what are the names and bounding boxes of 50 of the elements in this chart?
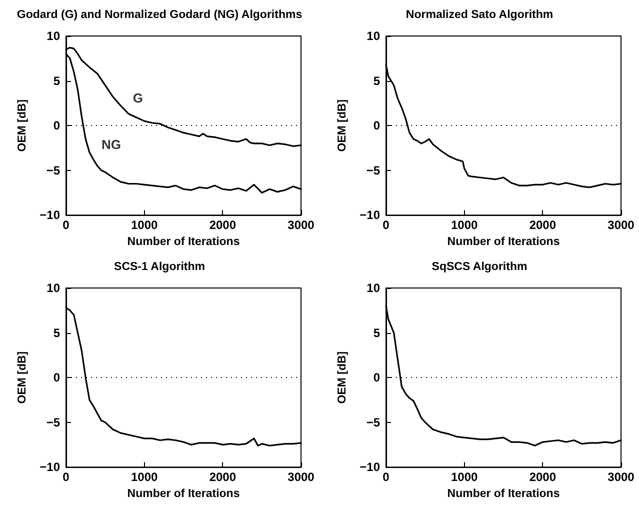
y-tick-label: −5 [366, 415, 380, 430]
y-tick-label: 5 [373, 326, 380, 340]
y-tick-label: −10 [360, 208, 380, 222]
x-tick-label: 3000 [608, 218, 635, 232]
y-tick-label: 10 [366, 281, 380, 295]
y-tick-label: 10 [46, 281, 60, 295]
y-tick-label: 5 [373, 74, 380, 88]
y-axis-title: OEM [dB] [16, 351, 29, 404]
x-tick-label: 0 [382, 470, 390, 484]
x-tick-label: 0 [382, 218, 390, 232]
y-tick-label: −10 [40, 208, 60, 222]
y-tick-label: 10 [46, 29, 60, 43]
y-tick-label: 5 [53, 326, 60, 340]
chart-title: SqSCS Algorithm [432, 261, 528, 273]
y-tick-label: −10 [40, 460, 60, 474]
x-tick-label: 3000 [608, 470, 635, 484]
y-tick-label: −5 [366, 163, 380, 178]
x-tick-label: 2000 [209, 218, 236, 232]
x-axis-title: Number of Iterations [447, 488, 560, 500]
y-tick-label: 0 [53, 370, 60, 385]
y-axis-title: OEM [dB] [336, 99, 349, 152]
x-tick-label: 1000 [130, 470, 158, 484]
y-tick-label: 5 [53, 74, 60, 88]
x-axis-title: Number of Iterations [127, 236, 240, 248]
x-axis-title: Number of Iterations [127, 488, 240, 500]
y-tick-label: 0 [373, 118, 380, 133]
x-tick-label: 1000 [130, 218, 158, 232]
y-tick-label: 0 [373, 370, 380, 385]
x-tick-label: 0 [62, 218, 70, 232]
x-tick-label: 2000 [529, 218, 556, 232]
x-tick-label: 1000 [450, 218, 478, 232]
chart-title: Godard (G) and Normalized Godard (NG) Algorithms [16, 9, 302, 21]
annotation: NG [102, 136, 121, 152]
y-axis-title: OEM [dB] [336, 351, 349, 404]
x-tick-label: 1000 [450, 470, 478, 484]
y-axis-title: OEM [dB] [16, 99, 29, 152]
x-tick-label: 3000 [288, 218, 315, 232]
x-tick-label: 3000 [288, 470, 315, 484]
y-tick-label: 0 [53, 118, 60, 133]
y-tick-label: −10 [360, 460, 380, 474]
y-tick-label: 10 [366, 29, 380, 43]
x-tick-label: 2000 [529, 470, 556, 484]
y-tick-label: −5 [46, 163, 60, 178]
x-tick-label: 2000 [209, 470, 236, 484]
chart-title: Normalized Sato Algorithm [406, 9, 554, 21]
x-axis-title: Number of Iterations [447, 236, 560, 248]
chart-title: SCS-1 Algorithm [114, 261, 205, 273]
x-tick-label: 0 [62, 470, 70, 484]
y-tick-label: −5 [46, 415, 60, 430]
annotation: G [132, 90, 143, 106]
